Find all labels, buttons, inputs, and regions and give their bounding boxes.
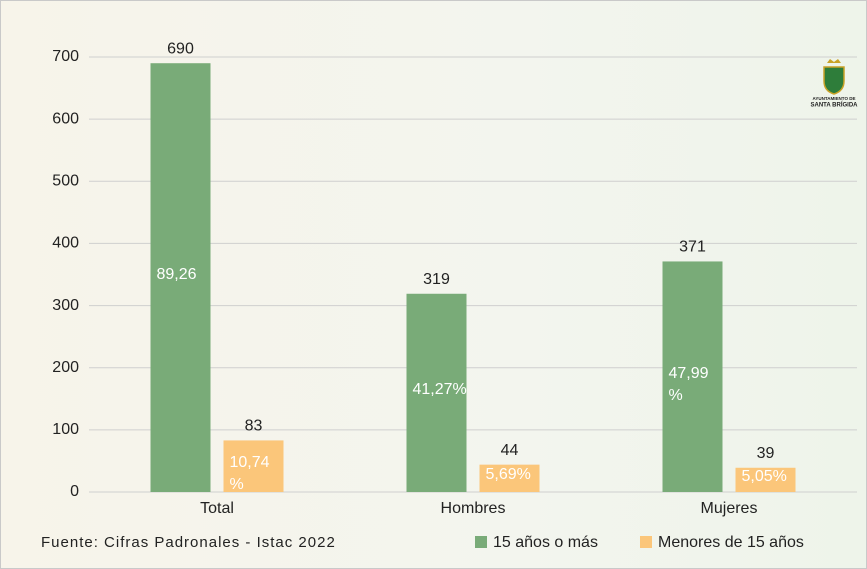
y-tick-label: 700 xyxy=(52,48,79,65)
y-tick-label: 400 xyxy=(52,235,79,252)
legend-swatch xyxy=(475,536,487,548)
y-tick-label: 200 xyxy=(52,359,79,376)
logo-shield xyxy=(823,66,845,95)
share-label: 89,26 xyxy=(156,265,197,283)
value-label: 39 xyxy=(757,445,775,462)
share-label: 5,69% xyxy=(485,466,531,484)
share-label: 10,74 % xyxy=(229,454,270,494)
x-tick-label: Hombres xyxy=(441,500,506,517)
y-tick-label: 600 xyxy=(52,110,79,127)
y-tick-label: 0 xyxy=(70,483,79,500)
logo-text: SANTA BRÍGIDA xyxy=(811,101,859,109)
source: Fuente: Cifras Padronales - Istac 2022 xyxy=(41,534,336,551)
logo-text: AYUNTAMIENTO DE xyxy=(813,96,856,101)
value-label: 319 xyxy=(423,271,450,288)
value-label: 44 xyxy=(501,442,519,459)
x-tick-label: Total xyxy=(200,500,234,517)
legend-swatch xyxy=(640,536,652,548)
y-tick-label: 100 xyxy=(52,421,79,438)
x-tick-label: Mujeres xyxy=(701,500,758,517)
value-label: 371 xyxy=(679,239,706,256)
share-label: 41,27% xyxy=(412,380,467,398)
bar xyxy=(662,261,723,492)
y-tick-label: 300 xyxy=(52,297,79,314)
bar xyxy=(150,63,211,492)
bar xyxy=(223,440,284,492)
bar xyxy=(406,293,467,492)
share-label: 5,05% xyxy=(741,467,787,485)
legend-label: 15 años o más xyxy=(493,534,598,551)
y-tick-label: 500 xyxy=(52,173,79,190)
share-label: 47,99 % xyxy=(668,364,709,404)
legend-label: Menores de 15 años xyxy=(658,534,804,551)
bar xyxy=(735,467,796,492)
value-label: 83 xyxy=(245,418,263,435)
bar xyxy=(479,464,540,492)
value-label: 690 xyxy=(167,40,194,57)
logo-crown xyxy=(827,59,841,63)
